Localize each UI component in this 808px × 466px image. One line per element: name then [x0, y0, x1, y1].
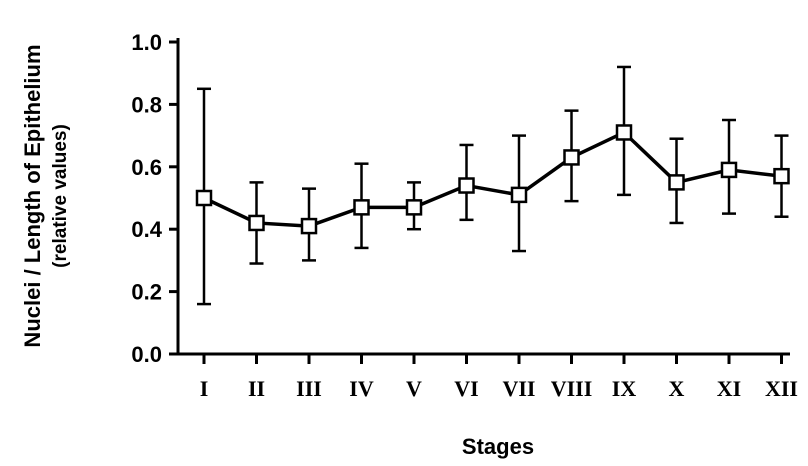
x-ticks: I II III IV V VI VII VIII IX X XI XII: [200, 354, 798, 401]
series-line: [203, 130, 782, 228]
y-axis-title-group: Nuclei / Length of Epithelium (relative …: [20, 44, 71, 347]
y-ticks: 0.0 0.2 0.4 0.6 0.8 1.0: [131, 30, 178, 367]
data-point: [248, 214, 265, 232]
plot-area: [195, 65, 790, 306]
data-point: [773, 167, 790, 185]
y-tick-label: 0.8: [131, 92, 162, 117]
data-point: [353, 199, 370, 216]
x-tick-label: V: [406, 376, 422, 401]
data-point: [195, 189, 213, 207]
x-tick-label: VII: [502, 376, 535, 401]
data-point: [563, 149, 580, 166]
y-tick-label: 1.0: [131, 30, 162, 55]
y-tick-label: 0.4: [131, 217, 162, 242]
x-tick-label: II: [248, 376, 265, 401]
x-tick-label: IV: [349, 376, 374, 401]
y-tick-label: 0.6: [131, 155, 162, 180]
data-point: [458, 177, 475, 194]
x-axis-title: Stages: [462, 434, 534, 459]
y-axis-subtitle: (relative values): [50, 124, 71, 268]
data-point: [615, 124, 633, 141]
data-point: [300, 217, 318, 235]
axes: [176, 38, 790, 356]
x-tick-label: XI: [717, 376, 741, 401]
x-tick-label: IX: [612, 376, 637, 401]
data-point: [720, 161, 738, 179]
y-tick-label: 0.2: [131, 280, 162, 305]
y-axis-title: Nuclei / Length of Epithelium: [20, 44, 45, 347]
data-point: [510, 186, 528, 204]
data-point: [405, 199, 423, 216]
x-tick-label: VI: [454, 376, 478, 401]
x-tick-label: I: [200, 376, 209, 401]
x-tick-label: VIII: [551, 376, 593, 401]
x-tick-label: XII: [765, 376, 798, 401]
x-tick-label: X: [669, 376, 685, 401]
x-tick-label: III: [296, 376, 322, 401]
data-point: [668, 174, 685, 191]
y-tick-label: 0.0: [131, 342, 162, 367]
